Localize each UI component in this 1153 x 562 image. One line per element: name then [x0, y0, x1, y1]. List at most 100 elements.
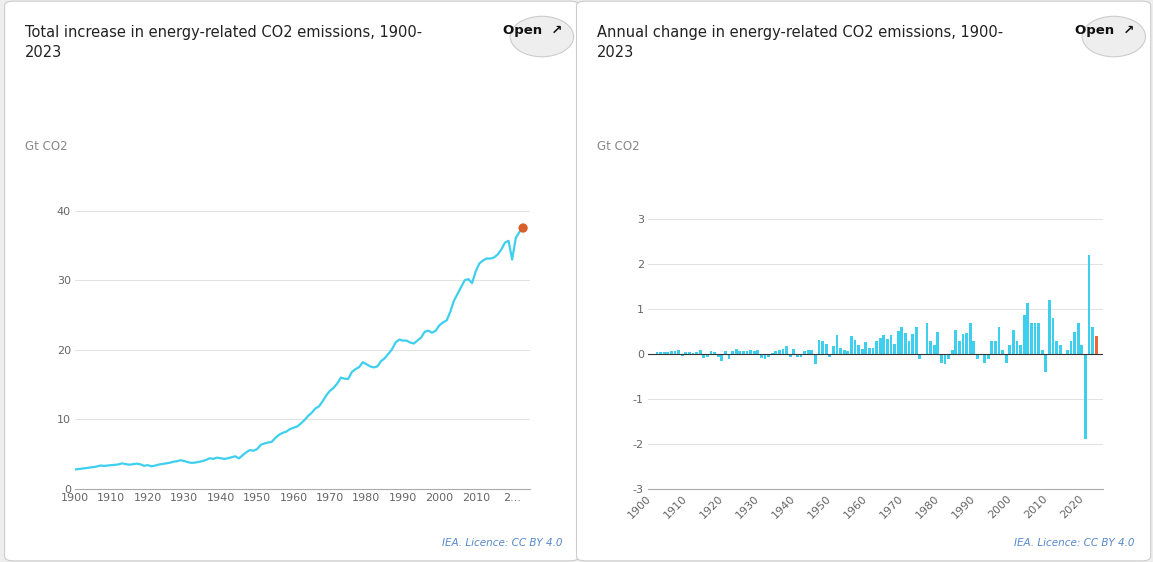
Bar: [706, 354, 709, 357]
Bar: [1052, 318, 1054, 354]
Bar: [865, 342, 867, 354]
Bar: [857, 345, 860, 354]
Bar: [977, 354, 979, 359]
Bar: [817, 339, 820, 354]
Bar: [1001, 350, 1004, 354]
Bar: [785, 346, 787, 354]
Bar: [994, 341, 996, 354]
Bar: [771, 353, 774, 354]
Bar: [897, 330, 899, 354]
Bar: [775, 351, 777, 354]
Bar: [1048, 300, 1050, 354]
Text: Open  ↗: Open ↗: [1075, 24, 1135, 38]
Bar: [734, 349, 738, 354]
Bar: [749, 350, 752, 354]
Bar: [984, 354, 986, 363]
Bar: [872, 348, 874, 354]
Bar: [1058, 345, 1062, 354]
Bar: [940, 354, 943, 363]
Bar: [824, 344, 828, 354]
Bar: [929, 341, 932, 354]
Bar: [850, 336, 853, 354]
Bar: [724, 351, 726, 354]
Bar: [1030, 323, 1033, 354]
Bar: [836, 335, 838, 354]
Bar: [1016, 341, 1018, 354]
Bar: [853, 339, 857, 354]
Bar: [1080, 345, 1083, 354]
Text: IEA. Licence: CC BY 4.0: IEA. Licence: CC BY 4.0: [442, 538, 563, 548]
Bar: [677, 350, 680, 354]
Bar: [936, 332, 940, 354]
Bar: [951, 350, 954, 354]
Bar: [843, 350, 845, 354]
Bar: [673, 351, 677, 354]
Bar: [763, 354, 767, 360]
Point: [514, 224, 533, 233]
Bar: [907, 341, 911, 354]
Bar: [839, 348, 842, 354]
Bar: [800, 354, 802, 357]
Bar: [882, 335, 886, 354]
Bar: [969, 323, 972, 354]
Bar: [868, 348, 871, 354]
Bar: [692, 353, 694, 354]
Bar: [1019, 345, 1022, 354]
Bar: [904, 333, 906, 354]
Bar: [656, 352, 658, 354]
Bar: [753, 351, 755, 354]
Text: IEA. Licence: CC BY 4.0: IEA. Licence: CC BY 4.0: [1013, 538, 1135, 548]
Bar: [879, 338, 882, 354]
Bar: [760, 354, 763, 357]
Bar: [1087, 255, 1091, 354]
Bar: [965, 333, 969, 354]
Bar: [782, 348, 784, 354]
Bar: [680, 354, 684, 356]
Bar: [1091, 327, 1094, 354]
Bar: [922, 354, 925, 355]
Bar: [1070, 341, 1072, 354]
Bar: [1095, 336, 1098, 354]
Bar: [663, 352, 665, 354]
Bar: [796, 354, 799, 357]
Bar: [933, 345, 935, 354]
Bar: [660, 352, 662, 354]
Text: Gt CO2: Gt CO2: [25, 140, 68, 153]
Bar: [900, 327, 903, 354]
Bar: [1005, 354, 1008, 363]
Text: Total increase in energy-related CO2 emissions, 1900-
2023: Total increase in energy-related CO2 emi…: [25, 25, 422, 60]
Bar: [756, 350, 759, 354]
Bar: [911, 334, 914, 354]
Bar: [666, 352, 669, 354]
Bar: [1034, 323, 1037, 354]
Bar: [861, 348, 864, 354]
Bar: [778, 351, 781, 354]
Bar: [814, 354, 816, 364]
Bar: [1077, 323, 1079, 354]
Bar: [746, 351, 748, 354]
Bar: [699, 350, 701, 354]
Bar: [821, 341, 824, 354]
Text: Open  ↗: Open ↗: [503, 24, 563, 38]
Bar: [714, 352, 716, 354]
Bar: [948, 354, 950, 359]
Bar: [875, 341, 877, 354]
Bar: [990, 341, 993, 354]
Bar: [846, 351, 849, 354]
Bar: [914, 327, 918, 354]
Bar: [926, 323, 928, 354]
Bar: [807, 350, 809, 354]
Bar: [743, 351, 745, 354]
Bar: [1026, 303, 1030, 354]
Bar: [792, 348, 796, 354]
Bar: [731, 351, 734, 354]
Bar: [1055, 341, 1058, 354]
Bar: [702, 354, 706, 357]
Bar: [767, 354, 770, 357]
Bar: [721, 354, 723, 361]
Bar: [894, 344, 896, 354]
Bar: [670, 351, 672, 354]
Bar: [997, 327, 1001, 354]
Bar: [1045, 354, 1047, 372]
Text: Gt CO2: Gt CO2: [597, 140, 640, 153]
